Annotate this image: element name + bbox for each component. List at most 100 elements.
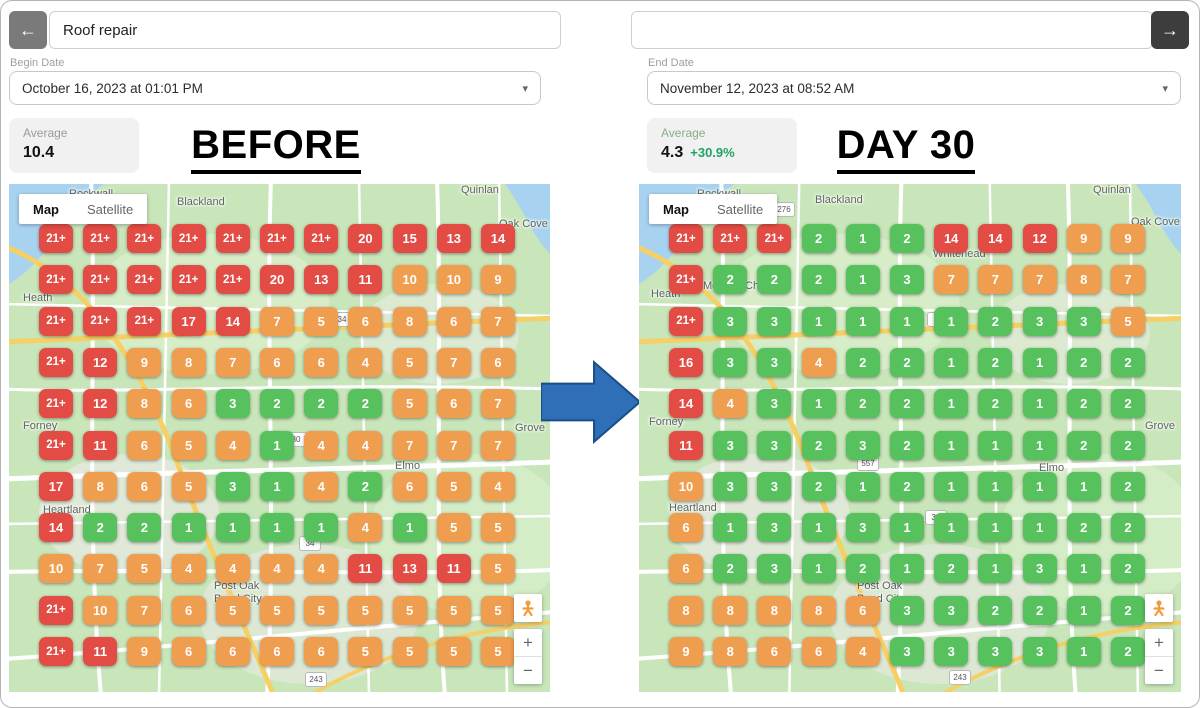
rank-marker[interactable]: 9 xyxy=(127,637,162,666)
rank-marker[interactable]: 2 xyxy=(348,389,383,419)
rank-marker[interactable]: 10 xyxy=(669,471,703,501)
rank-marker[interactable]: 1 xyxy=(845,471,880,501)
satellite-view-button[interactable]: Satellite xyxy=(717,201,764,217)
rank-marker[interactable]: 2 xyxy=(1111,595,1145,625)
rank-marker[interactable]: 2 xyxy=(890,389,924,419)
rank-marker[interactable]: 8 xyxy=(669,595,703,625)
rank-marker[interactable]: 2 xyxy=(890,347,924,377)
rank-marker[interactable]: 1 xyxy=(1066,595,1101,625)
rank-marker[interactable]: 5 xyxy=(392,389,427,419)
rank-marker[interactable]: 8 xyxy=(713,595,748,625)
rank-marker[interactable]: 2 xyxy=(890,471,924,501)
rank-marker[interactable]: 1 xyxy=(171,513,206,543)
rank-marker[interactable]: 5 xyxy=(392,347,427,377)
rank-marker[interactable]: 2 xyxy=(845,389,880,419)
rank-marker[interactable]: 7 xyxy=(481,306,515,336)
rank-marker[interactable]: 2 xyxy=(1111,471,1145,501)
rank-marker[interactable]: 3 xyxy=(890,595,924,625)
rank-marker[interactable]: 21+ xyxy=(127,224,162,253)
rank-marker[interactable]: 2 xyxy=(713,554,748,584)
rank-marker[interactable]: 1 xyxy=(978,554,1013,584)
map-view-button[interactable]: Map xyxy=(33,201,59,217)
rank-marker[interactable]: 8 xyxy=(83,471,118,501)
rank-marker[interactable]: 5 xyxy=(1111,306,1145,336)
rank-marker[interactable]: 2 xyxy=(890,430,924,460)
rank-marker[interactable]: 2 xyxy=(83,513,118,543)
rank-marker[interactable]: 10 xyxy=(83,595,118,625)
rank-marker[interactable]: 6 xyxy=(669,513,703,543)
satellite-view-button[interactable]: Satellite xyxy=(87,201,134,217)
rank-marker[interactable]: 10 xyxy=(436,265,471,295)
rank-marker[interactable]: 21+ xyxy=(713,224,748,253)
rank-marker[interactable]: 8 xyxy=(1066,265,1101,295)
rank-marker[interactable]: 3 xyxy=(713,430,748,460)
rank-marker[interactable]: 1 xyxy=(1022,430,1057,460)
rank-marker[interactable]: 5 xyxy=(392,595,427,625)
rank-marker[interactable]: 2 xyxy=(1111,554,1145,584)
rank-marker[interactable]: 1 xyxy=(801,554,836,584)
back-button[interactable]: ← xyxy=(9,11,47,49)
rank-marker[interactable]: 4 xyxy=(171,554,206,584)
rank-marker[interactable]: 1 xyxy=(392,513,427,543)
rank-marker[interactable]: 4 xyxy=(304,554,339,584)
rank-marker[interactable]: 7 xyxy=(215,347,250,377)
rank-marker[interactable]: 21+ xyxy=(39,430,73,460)
rank-marker[interactable]: 5 xyxy=(348,637,383,666)
rank-marker[interactable]: 14 xyxy=(215,306,250,336)
rank-marker[interactable]: 1 xyxy=(1066,471,1101,501)
zoom-out-button[interactable]: − xyxy=(1145,656,1173,684)
rank-marker[interactable]: 6 xyxy=(845,595,880,625)
rank-marker[interactable]: 9 xyxy=(1111,224,1145,253)
rank-marker[interactable]: 1 xyxy=(934,430,969,460)
rank-marker[interactable]: 21+ xyxy=(215,265,250,295)
rank-marker[interactable]: 3 xyxy=(845,513,880,543)
rank-marker[interactable]: 6 xyxy=(260,347,294,377)
rank-marker[interactable]: 6 xyxy=(669,554,703,584)
rank-marker[interactable]: 4 xyxy=(215,554,250,584)
rank-marker[interactable]: 9 xyxy=(669,637,703,666)
rank-marker[interactable]: 1 xyxy=(260,513,294,543)
rank-marker[interactable]: 5 xyxy=(436,513,471,543)
pegman-button[interactable] xyxy=(514,594,542,622)
rank-marker[interactable]: 20 xyxy=(348,224,383,253)
rank-marker[interactable]: 2 xyxy=(801,471,836,501)
rank-marker[interactable]: 1 xyxy=(845,265,880,295)
rank-marker[interactable]: 3 xyxy=(757,554,792,584)
rank-marker[interactable]: 2 xyxy=(348,471,383,501)
rank-marker[interactable]: 21+ xyxy=(39,637,73,666)
rank-marker[interactable]: 6 xyxy=(260,637,294,666)
rank-marker[interactable]: 2 xyxy=(1111,637,1145,666)
rank-marker[interactable]: 6 xyxy=(757,637,792,666)
rank-marker[interactable]: 2 xyxy=(801,224,836,253)
rank-marker[interactable]: 5 xyxy=(215,595,250,625)
map-view-button[interactable]: Map xyxy=(663,201,689,217)
rank-marker[interactable]: 4 xyxy=(260,554,294,584)
rank-marker[interactable]: 1 xyxy=(934,389,969,419)
rank-marker[interactable]: 3 xyxy=(1022,554,1057,584)
rank-marker[interactable]: 8 xyxy=(127,389,162,419)
rank-marker[interactable]: 6 xyxy=(304,347,339,377)
rank-marker[interactable]: 1 xyxy=(1022,471,1057,501)
rank-marker[interactable]: 5 xyxy=(171,471,206,501)
rank-marker[interactable]: 2 xyxy=(1111,389,1145,419)
rank-marker[interactable]: 21+ xyxy=(83,265,118,295)
rank-marker[interactable]: 3 xyxy=(757,306,792,336)
rank-marker[interactable]: 3 xyxy=(757,471,792,501)
rank-marker[interactable]: 21+ xyxy=(127,306,162,336)
rank-marker[interactable]: 7 xyxy=(260,306,294,336)
rank-marker[interactable]: 5 xyxy=(304,595,339,625)
rank-marker[interactable]: 2 xyxy=(890,224,924,253)
rank-marker[interactable]: 2 xyxy=(978,389,1013,419)
rank-marker[interactable]: 8 xyxy=(392,306,427,336)
rank-marker[interactable]: 21+ xyxy=(215,224,250,253)
rank-marker[interactable]: 9 xyxy=(127,347,162,377)
rank-marker[interactable]: 1 xyxy=(1022,347,1057,377)
rank-marker[interactable]: 6 xyxy=(436,306,471,336)
rank-marker[interactable]: 3 xyxy=(934,595,969,625)
rank-marker[interactable]: 1 xyxy=(713,513,748,543)
rank-marker[interactable]: 2 xyxy=(1111,347,1145,377)
rank-marker[interactable]: 21+ xyxy=(83,224,118,253)
keyword-input[interactable] xyxy=(49,11,561,49)
rank-marker[interactable]: 10 xyxy=(392,265,427,295)
rank-marker[interactable]: 6 xyxy=(348,306,383,336)
